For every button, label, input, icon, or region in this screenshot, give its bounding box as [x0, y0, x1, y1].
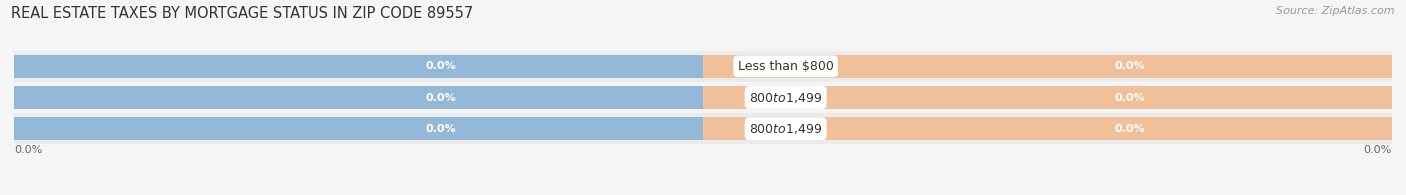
Text: $800 to $1,499: $800 to $1,499: [749, 90, 823, 105]
Bar: [14, 86, 703, 109]
Legend: Without Mortgage, With Mortgage: Without Mortgage, With Mortgage: [574, 191, 832, 195]
Bar: [703, 55, 1392, 78]
Text: 0.0%: 0.0%: [1115, 124, 1146, 134]
Text: 0.0%: 0.0%: [426, 92, 457, 103]
Text: 0.0%: 0.0%: [14, 145, 42, 155]
Bar: [703, 86, 1392, 109]
Bar: [14, 113, 1392, 144]
Bar: [14, 82, 1392, 113]
Text: $800 to $1,499: $800 to $1,499: [749, 122, 823, 136]
Text: Source: ZipAtlas.com: Source: ZipAtlas.com: [1277, 6, 1395, 16]
Text: Less than $800: Less than $800: [738, 60, 834, 73]
Text: 0.0%: 0.0%: [1115, 92, 1146, 103]
Bar: [14, 55, 703, 78]
Text: 0.0%: 0.0%: [426, 61, 457, 71]
Bar: [14, 51, 1392, 82]
Bar: [703, 117, 1392, 140]
Text: REAL ESTATE TAXES BY MORTGAGE STATUS IN ZIP CODE 89557: REAL ESTATE TAXES BY MORTGAGE STATUS IN …: [11, 6, 474, 21]
Text: 0.0%: 0.0%: [1115, 61, 1146, 71]
Bar: [14, 117, 703, 140]
Text: 0.0%: 0.0%: [426, 124, 457, 134]
Text: 0.0%: 0.0%: [1364, 145, 1392, 155]
